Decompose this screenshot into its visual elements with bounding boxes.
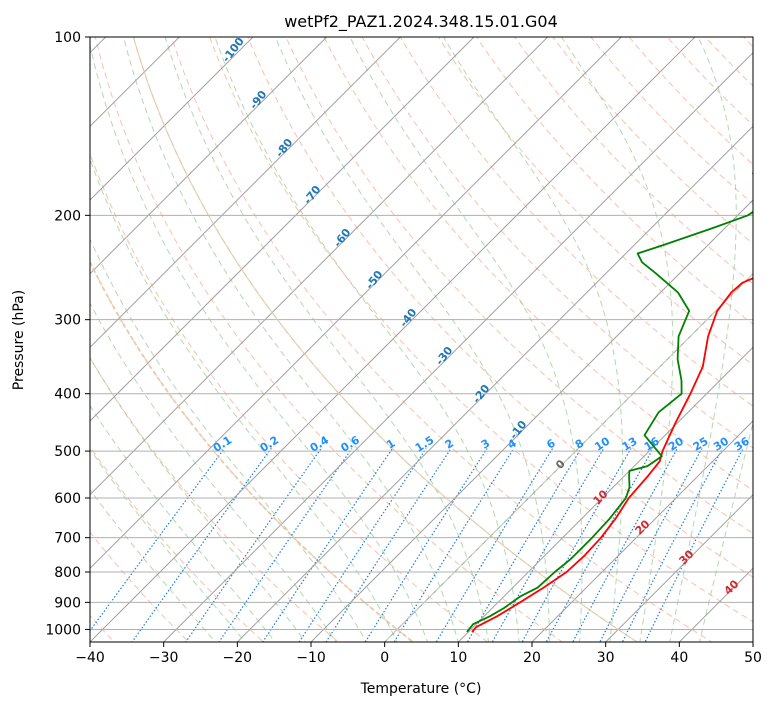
y-axis-ticks: 100 200 300 400 500 600 700 800 900 1000	[45, 30, 90, 638]
isotherm-line	[90, 37, 549, 496]
isotherm-line	[90, 37, 475, 422]
y-tick-label: 1000	[45, 622, 81, 638]
x-tick-label: 20	[523, 650, 541, 666]
mixing-ratio-line	[131, 448, 272, 642]
plot-frame	[89, 36, 754, 643]
dry-adiabat-line	[94, 37, 564, 642]
moist-adiabat-line	[349, 37, 583, 642]
dry-adiabat-line	[399, 37, 753, 407]
plot-area: 0.1 0.2 0.4 0.6 1 1.5 2 3 4 6 8 10 13 16 20 25 30 36-100-…	[90, 37, 753, 642]
y-tick-label: 500	[54, 444, 81, 460]
x-tick-label: −30	[149, 650, 179, 666]
x-axis-ticks: −40 −30 −20 −10 0 10 20 30 40 50	[75, 642, 762, 666]
dry-adiabat-line	[437, 37, 753, 366]
mixing-ratio-line	[262, 448, 393, 642]
series-line-2	[466, 171, 753, 633]
in-plot-labels: 0.1 0.2 0.4 0.6 1 1.5 2 3 4 6 8 10 13 16 20 25 30 36-100-…	[211, 37, 752, 598]
moist-adiabat-line	[90, 448, 246, 642]
dry-adiabat-line	[90, 356, 340, 642]
moist-adiabat-line	[699, 421, 753, 642]
x-axis-label: Temperature (°C)	[360, 681, 482, 697]
isotherm-line	[90, 37, 328, 275]
special-curves	[90, 37, 753, 642]
moist-adiabat-line	[164, 37, 490, 642]
x-tick-label: −20	[223, 650, 253, 666]
isotherm-line	[236, 125, 753, 642]
y-tick-label: 700	[54, 531, 81, 547]
isotherm-line	[90, 37, 623, 570]
x-tick-label: 30	[597, 650, 615, 666]
y-tick-label: 900	[54, 595, 81, 611]
x-tick-label: 0	[380, 650, 389, 666]
moist-adiabat-line	[90, 237, 367, 642]
dry-adiabat-line	[90, 531, 190, 642]
x-tick-label: −40	[75, 650, 105, 666]
isotherm-line	[162, 51, 753, 642]
isotherm-line	[90, 37, 696, 642]
y-tick-label: 600	[54, 491, 81, 507]
isotherm-line	[90, 37, 254, 201]
mixing-ratio-line	[572, 448, 678, 642]
isotherm-line	[457, 346, 753, 642]
dry-adiabat-line	[209, 37, 753, 623]
isotherm-line	[310, 199, 753, 642]
y-tick-label: 800	[54, 565, 81, 581]
freezing-reference	[383, 272, 753, 642]
reference-curve	[90, 259, 415, 642]
moist-adiabat-line	[90, 404, 276, 642]
y-tick-label: 200	[54, 208, 81, 224]
isotherm-line	[531, 420, 753, 642]
chart-title: wetPf2_PAZ1.2024.348.15.01.G04	[284, 12, 558, 32]
moist-adiabat-line	[214, 37, 520, 642]
moist-adiabat-line	[274, 37, 550, 642]
y-tick-label: 300	[54, 313, 81, 329]
dry-adiabat-line	[170, 37, 713, 642]
dry-adiabat-line	[476, 37, 753, 325]
reference-curve	[132, 37, 639, 642]
sounding-profiles	[466, 171, 753, 633]
moist-adiabat-line	[123, 37, 459, 642]
moist-adiabat-line	[90, 356, 307, 642]
x-tick-label: 50	[744, 650, 762, 666]
y-tick-label: 400	[54, 387, 81, 403]
y-axis-label: Pressure (hPa)	[11, 290, 27, 390]
x-tick-label: 10	[449, 650, 467, 666]
isotherm-line	[90, 37, 402, 349]
mixing-ratio-line	[90, 448, 225, 632]
moist-adiabat-line	[442, 37, 623, 642]
skewed-isotherms	[90, 37, 753, 642]
x-tick-label: 40	[670, 650, 688, 666]
isobar-gridlines	[90, 37, 753, 630]
x-tick-label: −10	[296, 650, 326, 666]
dry-adiabat-line	[247, 37, 753, 578]
moist-adiabat-line	[90, 302, 337, 642]
mixing-ratio-line	[644, 448, 744, 642]
series-line-1	[471, 277, 753, 633]
moist-adiabat-line	[90, 488, 216, 642]
y-tick-label: 100	[54, 30, 81, 46]
isotherm-line	[604, 493, 753, 642]
dry-adiabat-line	[90, 446, 265, 642]
moist-adiabat-line	[669, 37, 737, 642]
